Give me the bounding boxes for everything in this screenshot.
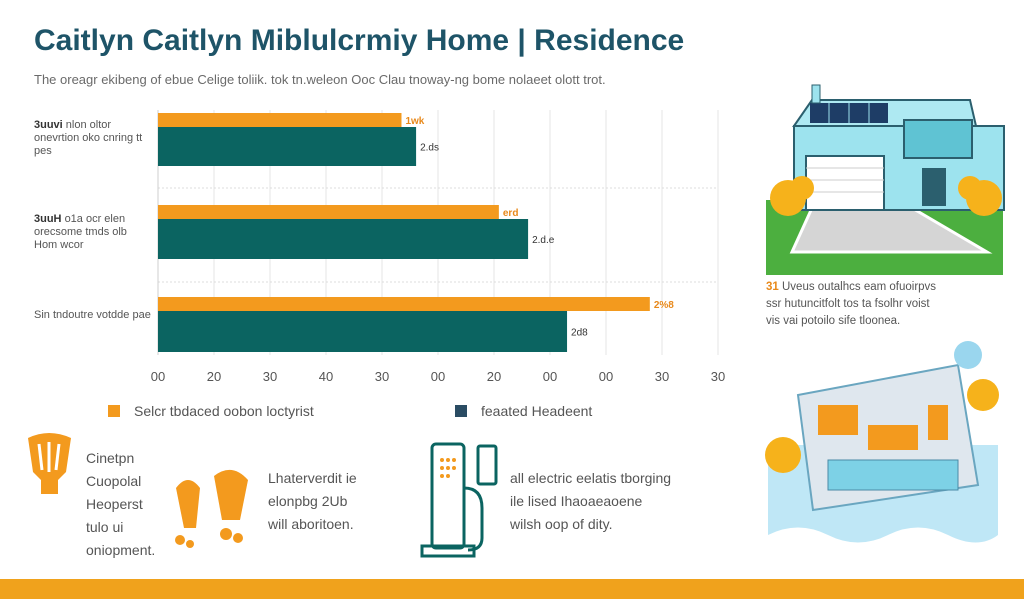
side-note-mark: 31 xyxy=(766,281,779,293)
bar-orange-2 xyxy=(158,205,499,219)
bar-label-orange-2: erd xyxy=(503,208,519,219)
legend-item-orange: Selcr tbdaced oobon loctyrist xyxy=(108,403,314,419)
x-tick-label: 40 xyxy=(319,369,333,384)
x-tick-label: 00 xyxy=(151,369,165,384)
side-note-line-1: Uveus outalhcs eam ofuoirpvs xyxy=(782,281,937,293)
bar-orange-3 xyxy=(158,297,650,311)
note-2: Lhaterverdit ie elonpbg 2Ub will aboritoen… xyxy=(268,470,357,532)
x-axis-ticks: 00 20 30 40 30 00 20 00 00 30 30 xyxy=(151,369,725,384)
x-tick-label: 30 xyxy=(655,369,669,384)
bar-label-orange-1: 1wk xyxy=(405,116,424,127)
x-tick-label: 20 xyxy=(487,369,501,384)
side-note-line-3: vis vai potoilo sife tloonea. xyxy=(766,315,901,327)
eco-house-illustration xyxy=(765,341,999,575)
legend-label-orange: Selcr tbdaced oobon loctyrist xyxy=(134,403,314,419)
bar-label-teal-1: 2.ds xyxy=(420,143,439,154)
bottom-band xyxy=(0,579,1024,599)
side-note: 31 Uveus outalhcs eam ofuoirpvs ssr hutu… xyxy=(766,279,988,330)
category-label-3: Sin tndoutre votdde pae xyxy=(34,309,151,321)
bar-label-teal-3: 2d8 xyxy=(571,328,588,339)
bar-orange-1 xyxy=(158,113,402,127)
legend-label-navy: feaated Headeent xyxy=(481,403,593,419)
ev-charger-icon xyxy=(420,442,498,558)
category-label-2: 3uuH o1a ocr elen orecsome tmds olb Hom … xyxy=(34,213,127,251)
legend-item-navy: feaated Headeent xyxy=(455,403,592,419)
note-1: Cinetpn Cuopolal Heoperst tulo ui oniopment. xyxy=(86,450,156,558)
bar-label-teal-2: 2.d.e xyxy=(532,235,555,246)
legend-swatch-orange xyxy=(108,405,120,417)
x-tick-label: 20 xyxy=(207,369,221,384)
bar-label-orange-3: 2%8 xyxy=(654,300,674,311)
x-tick-label: 00 xyxy=(543,369,557,384)
x-tick-label: 30 xyxy=(263,369,277,384)
category-label-1: 3uuvi nlon oltor onevrtion oko cnring tt… xyxy=(34,119,143,157)
legend-swatch-navy xyxy=(455,405,467,417)
chart-bars: 1wk 2.ds erd 2.d.e 2%8 2d8 xyxy=(158,113,674,352)
side-note-line-2: ssr hutuncitfolt tos ta fsolhr voist xyxy=(766,298,930,310)
x-tick-label: 30 xyxy=(711,369,725,384)
bar-teal-3 xyxy=(158,311,568,352)
house-illustration xyxy=(766,84,1005,275)
bar-teal-2 xyxy=(158,219,529,259)
bulb-icon xyxy=(28,433,71,494)
page-subtitle: The oreagr ekibeng of ebue Celige toliik… xyxy=(34,72,606,87)
bar-teal-1 xyxy=(158,127,417,166)
note-3: all electric eelatis tborging ile lised I… xyxy=(510,470,672,532)
footprint-icon xyxy=(175,469,248,548)
x-tick-label: 00 xyxy=(599,369,613,384)
x-tick-label: 00 xyxy=(431,369,445,384)
page-title: Caitlyn Caitlyn Miblulcrmiy Home | Resid… xyxy=(34,24,685,57)
x-tick-label: 30 xyxy=(375,369,389,384)
